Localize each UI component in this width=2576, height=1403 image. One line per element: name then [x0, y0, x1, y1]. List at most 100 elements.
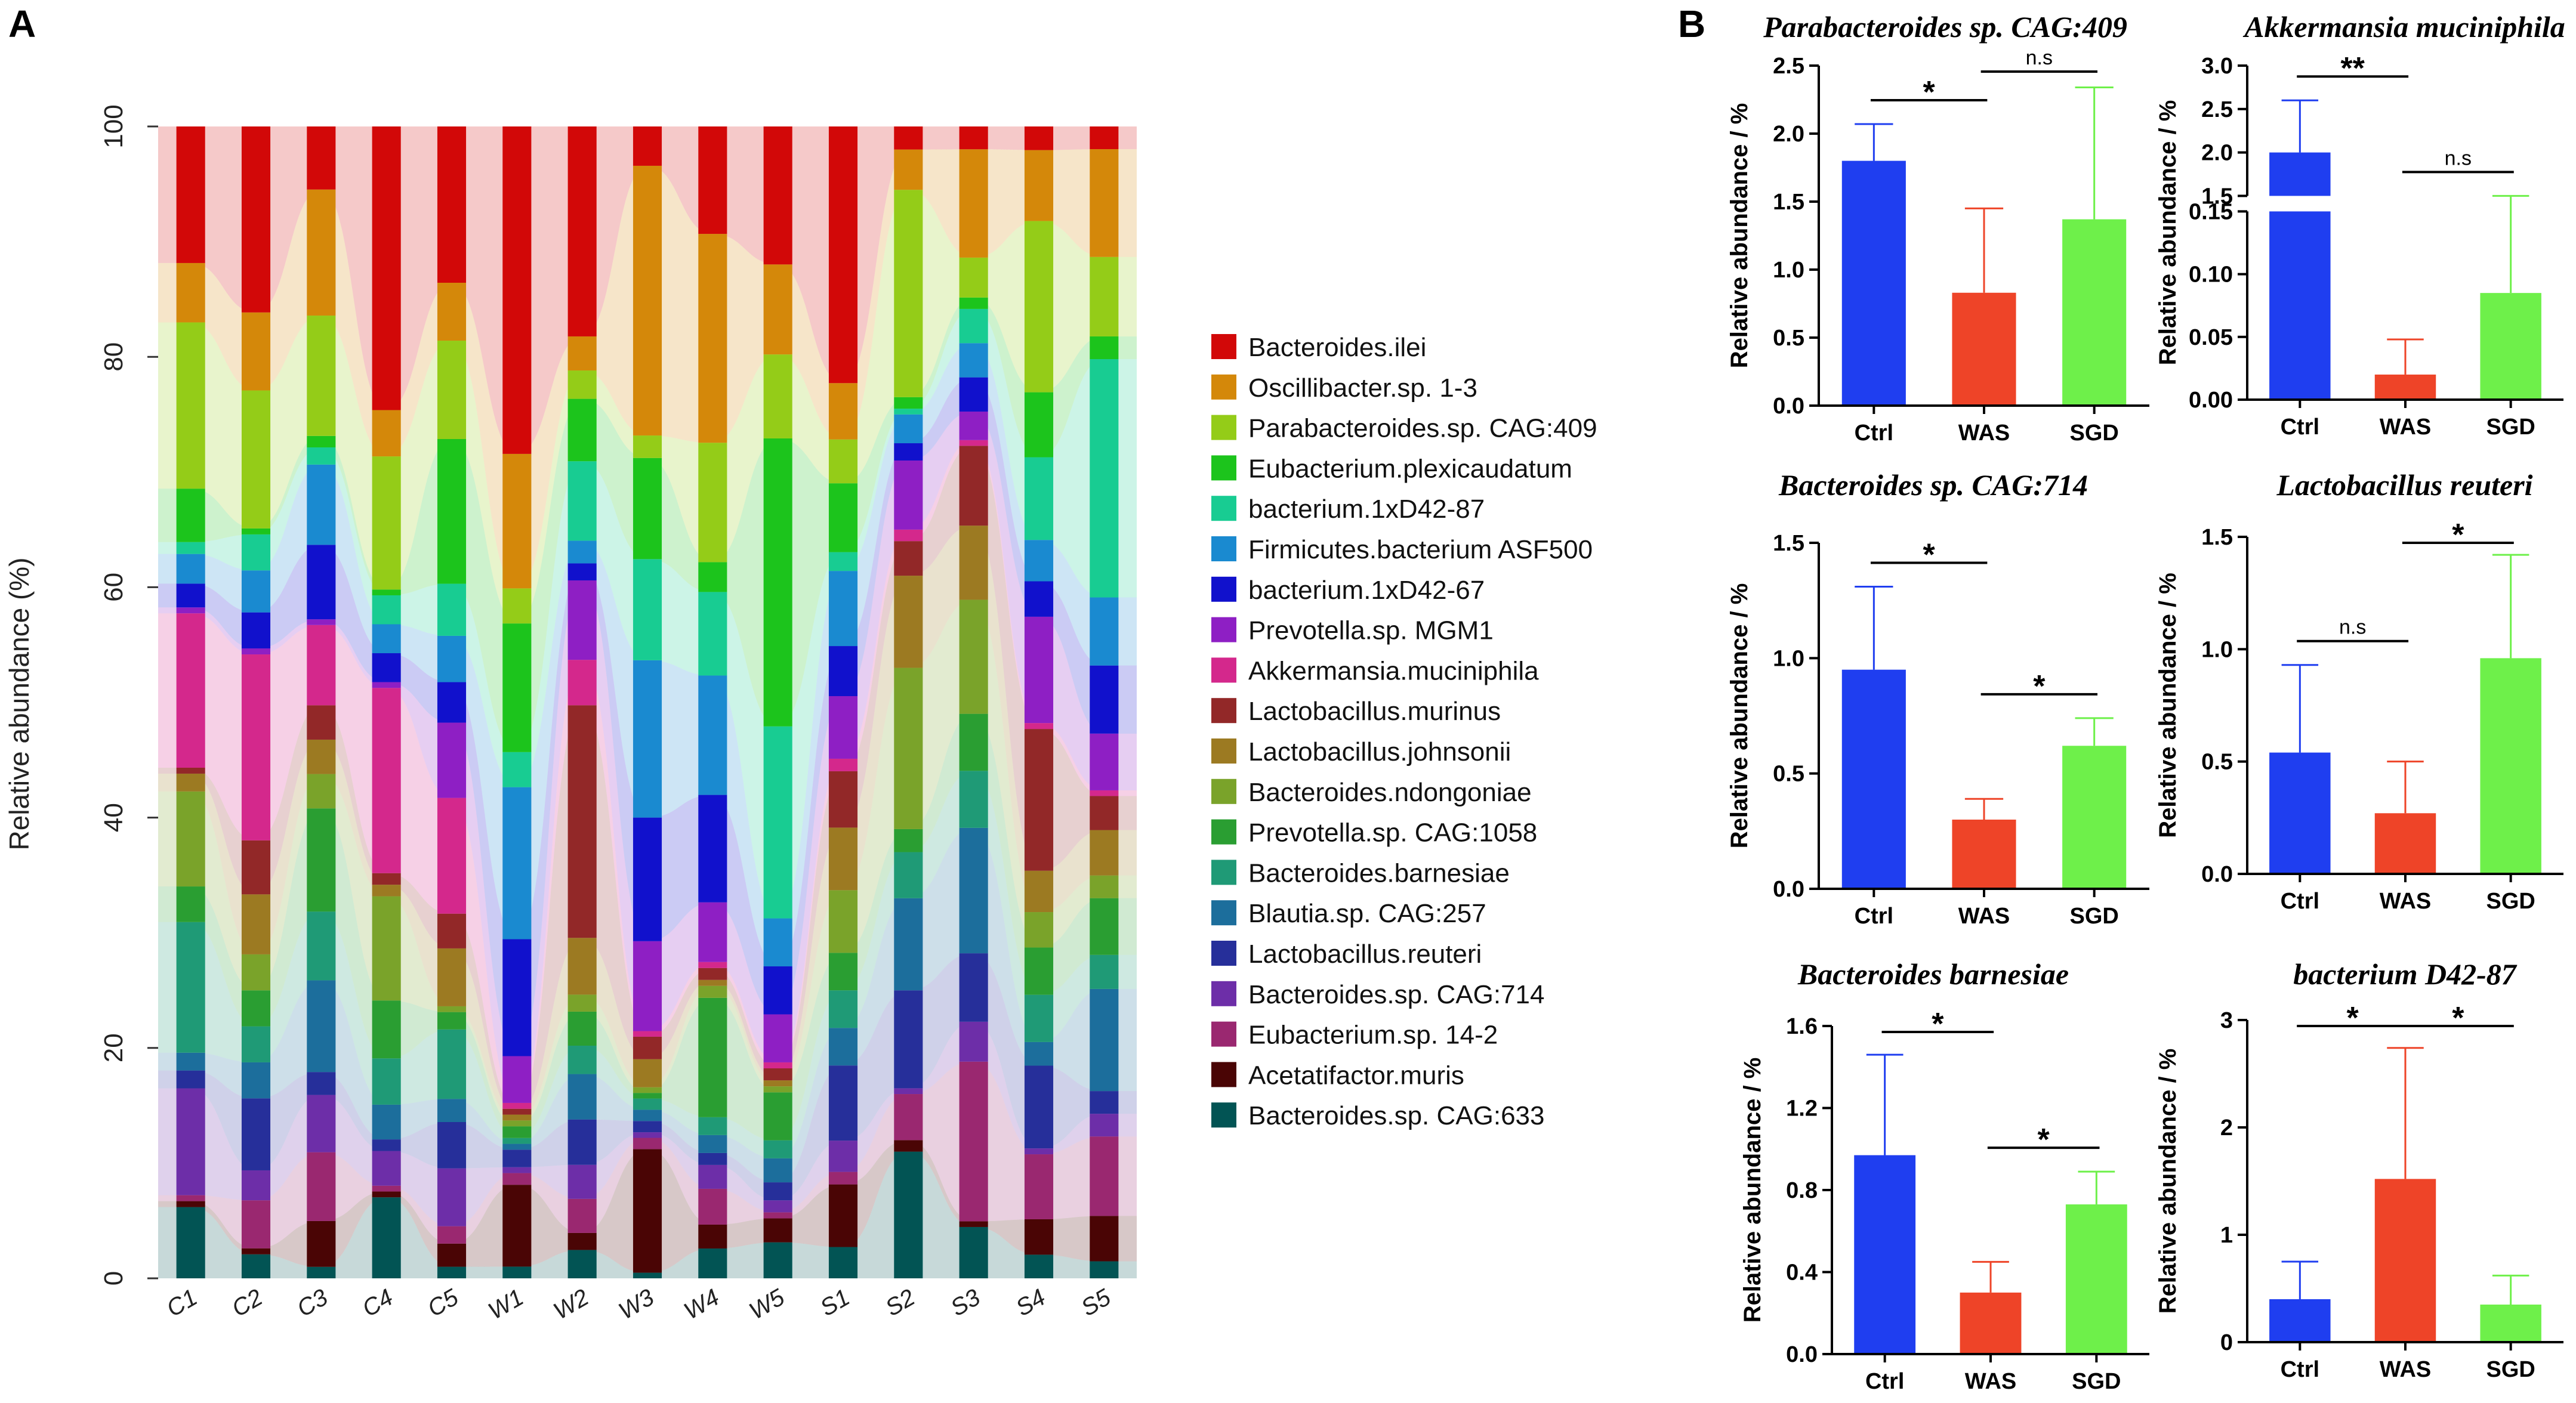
stack-segment — [176, 1195, 205, 1201]
stack-segment — [502, 1149, 532, 1167]
y-tick-label: 2.5 — [1773, 54, 1804, 79]
legend-swatch — [1211, 536, 1236, 561]
stack-segment — [567, 994, 597, 1012]
stack-segment — [176, 322, 205, 489]
stack-segment — [567, 563, 597, 580]
stack-segment — [1024, 581, 1054, 617]
stack-segment — [698, 979, 727, 986]
stack-segment — [372, 688, 401, 873]
stack-segment — [763, 1140, 792, 1158]
y-tick-label: 0.15 — [2189, 199, 2233, 224]
legend-swatch — [1211, 496, 1236, 521]
legend-entry: Firmicutes.bacterium ASF500 — [1248, 535, 1593, 564]
bar — [1854, 1155, 1916, 1354]
stack-segment — [698, 1164, 727, 1189]
stack-segment — [241, 528, 271, 534]
significance-label: * — [1923, 537, 1936, 572]
flow-band — [158, 771, 1137, 1158]
stack-segment — [372, 126, 401, 410]
stack-segment — [307, 464, 336, 545]
stack-segment — [307, 126, 336, 190]
y-tick-label: 1.6 — [1786, 1014, 1818, 1039]
legend-entry: Bacteroides.sp. CAG:633 — [1248, 1101, 1544, 1130]
stack-segment — [633, 1121, 662, 1133]
stack-segment — [1024, 150, 1054, 221]
stack-segment — [372, 589, 401, 595]
stack-segment — [894, 443, 923, 461]
stack-segment — [1090, 1261, 1119, 1278]
legend-entry: Bacteroides.barnesiae — [1248, 858, 1510, 888]
stack-segment — [763, 966, 792, 1015]
y-tick-label: 0.4 — [1786, 1260, 1818, 1285]
stack-segment — [567, 398, 597, 462]
stack-segment — [307, 739, 336, 774]
stack-segment — [828, 1184, 858, 1247]
stack-segment — [894, 1140, 923, 1152]
bar — [1952, 292, 2016, 406]
stack-segment — [1090, 898, 1119, 955]
stack-segment — [763, 264, 792, 355]
x-tick-label: WAS — [2380, 889, 2432, 914]
y-tick-label: 80 — [99, 342, 128, 372]
stack-segment — [372, 1151, 401, 1186]
legend-swatch — [1211, 941, 1236, 966]
y-tick-label: 0.10 — [2189, 262, 2233, 288]
stack-segment — [307, 545, 336, 620]
bar — [2065, 1204, 2127, 1354]
significance-label: * — [2452, 1001, 2464, 1036]
x-tick-label: W2 — [549, 1284, 593, 1325]
stack-segment — [372, 1185, 401, 1192]
stack-segment — [437, 1243, 467, 1267]
stack-segment — [176, 773, 205, 792]
y-tick-label: 1.2 — [1786, 1096, 1818, 1121]
legend-swatch — [1211, 900, 1236, 926]
chart-title: bacterium D42-87 — [2293, 957, 2518, 991]
stack-segment — [1090, 126, 1119, 150]
stacked-y-axis-label: Relative abundance (%) — [4, 558, 35, 851]
stack-segment — [502, 623, 532, 752]
stack-segment — [894, 397, 923, 409]
stack-segment — [307, 625, 336, 706]
stack-segment — [567, 1119, 597, 1165]
stack-segment — [959, 827, 988, 954]
bar — [1841, 669, 1906, 889]
stack-segment — [502, 1108, 532, 1115]
stack-segment — [307, 435, 336, 447]
stack-segment — [372, 873, 401, 885]
y-axis-label: Relative abundance / % — [1726, 583, 1753, 849]
stack-segment — [241, 1062, 271, 1099]
legend-entry: Oscillibacter.sp. 1-3 — [1248, 373, 1477, 403]
stack-segment — [959, 411, 988, 440]
chart-title: Parabacteroides sp. CAG:409 — [1763, 10, 2127, 44]
stack-segment — [176, 542, 205, 554]
stack-segment — [372, 624, 401, 654]
stack-segment — [959, 257, 988, 298]
y-tick-label: 0.5 — [1773, 326, 1804, 351]
stack-segment — [437, 913, 467, 948]
stack-segment — [176, 1207, 205, 1278]
stack-segment — [1090, 359, 1119, 598]
stack-segment — [176, 1052, 205, 1071]
stack-segment — [176, 1070, 205, 1089]
y-tick-label: 1.0 — [1773, 646, 1804, 671]
stack-segment — [176, 489, 205, 542]
stack-segment — [633, 660, 662, 818]
stack-segment — [1090, 1136, 1119, 1216]
legend-swatch — [1211, 617, 1236, 642]
stack-segment — [437, 583, 467, 636]
x-tick-label: SGD — [2486, 1357, 2535, 1382]
y-axis-label: Relative abundance / % — [2155, 1049, 2181, 1314]
x-tick-label: SGD — [2069, 421, 2118, 446]
legend-swatch — [1211, 455, 1236, 481]
bar-chart-4: Lactobacillus reuteri Relative abundance … — [2155, 468, 2563, 914]
stack-segment — [698, 997, 727, 1117]
y-tick-label: 1.5 — [2201, 184, 2233, 209]
legend-entry: Acetatifactor.muris — [1248, 1061, 1464, 1090]
stack-segment — [241, 1248, 271, 1254]
stack-segment — [763, 1212, 792, 1219]
stack-segment — [372, 896, 401, 1001]
stack-segment — [567, 336, 597, 371]
stack-segment — [307, 447, 336, 465]
stack-segment — [894, 990, 923, 1089]
stack-segment — [502, 787, 532, 940]
